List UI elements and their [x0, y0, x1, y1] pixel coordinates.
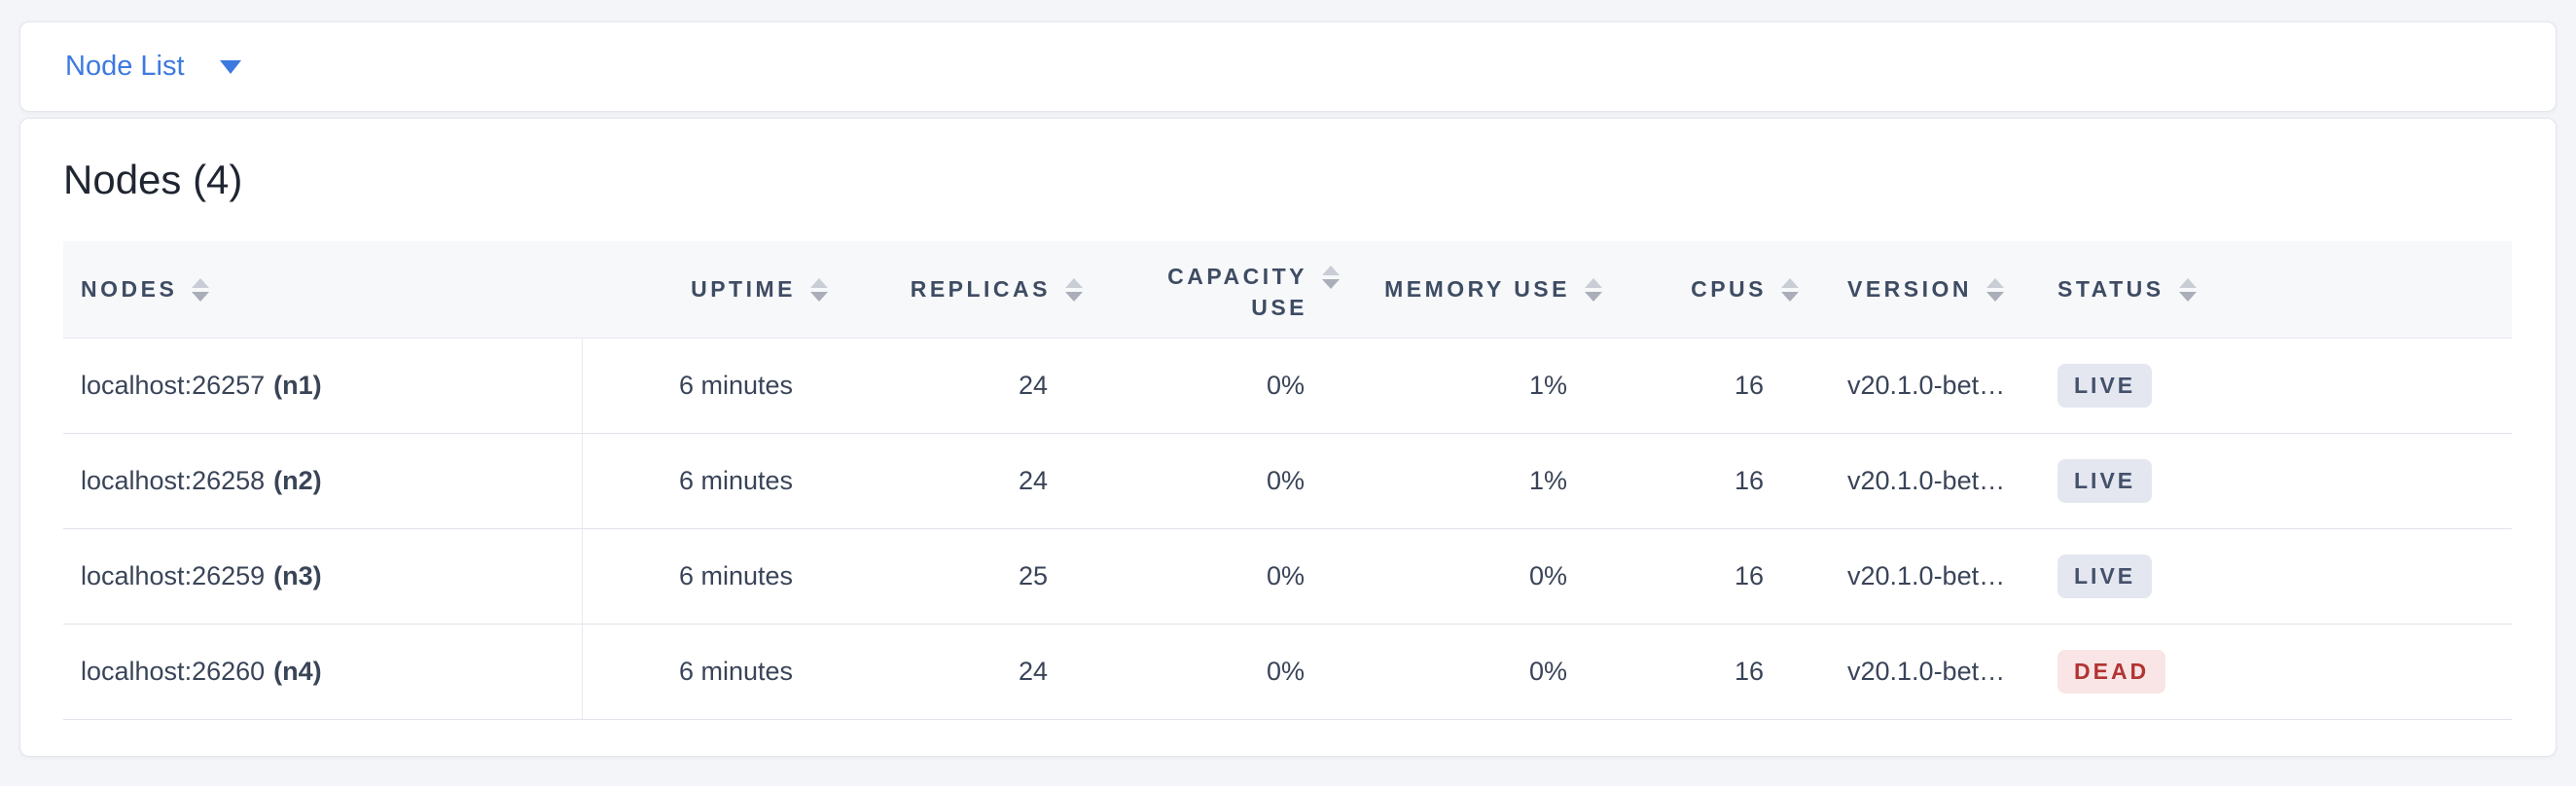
status-cell: LIVE — [2030, 434, 2512, 528]
table-row[interactable]: localhost:26259 (n3) 6 minutes 25 0% 0% … — [63, 529, 2512, 625]
node-address: localhost:26259 — [81, 561, 266, 590]
capacity-use-cell: 0% — [1266, 657, 1305, 686]
sort-icon — [1322, 266, 1340, 289]
sort-icon — [1065, 277, 1083, 302]
replicas-cell: 24 — [1018, 466, 1048, 495]
cpus-cell: 16 — [1734, 371, 1764, 400]
replicas-cell: 24 — [1018, 657, 1048, 686]
node-address-cell[interactable]: localhost:26257 (n1) — [63, 339, 583, 433]
capacity-use-cell: 0% — [1266, 561, 1305, 590]
replicas-cell: 25 — [1018, 561, 1048, 590]
uptime-cell: 6 minutes — [678, 371, 793, 400]
table-row[interactable]: localhost:26257 (n1) 6 minutes 24 0% 1% … — [63, 339, 2512, 434]
column-header-uptime[interactable]: UPTIME — [583, 241, 843, 338]
table-header-row: NODES UPTIME REPLICAS CAPACITY USE MEMOR… — [63, 241, 2512, 339]
status-badge: LIVE — [2057, 459, 2153, 503]
memory-use-cell: 0% — [1528, 561, 1567, 590]
status-badge: DEAD — [2057, 650, 2166, 694]
view-dropdown[interactable]: Node List — [65, 51, 241, 83]
node-address-cell[interactable]: localhost:26260 (n4) — [63, 625, 583, 719]
node-address: localhost:26260 — [81, 657, 266, 686]
sort-icon — [2178, 277, 2197, 302]
node-address-cell[interactable]: localhost:26259 (n3) — [63, 529, 583, 624]
sort-icon — [810, 277, 828, 302]
version-cell: v20.1.0-bet… — [1847, 466, 2006, 495]
column-header-version[interactable]: VERSION — [1814, 241, 2030, 338]
nodes-table: NODES UPTIME REPLICAS CAPACITY USE MEMOR… — [63, 241, 2512, 720]
view-dropdown-label: Node List — [65, 51, 185, 82]
cpus-cell: 16 — [1734, 466, 1764, 495]
sort-icon — [192, 277, 210, 302]
cpus-cell: 16 — [1734, 561, 1764, 590]
capacity-use-cell: 0% — [1266, 371, 1305, 400]
uptime-cell: 6 minutes — [678, 466, 793, 495]
view-switcher-bar: Node List — [19, 21, 2557, 112]
column-header-nodes[interactable]: NODES — [63, 241, 583, 338]
version-cell: v20.1.0-bet… — [1847, 561, 2006, 590]
status-badge: LIVE — [2057, 554, 2153, 598]
chevron-down-icon — [219, 59, 241, 74]
node-address: localhost:26258 — [81, 466, 266, 495]
table-row[interactable]: localhost:26260 (n4) 6 minutes 24 0% 0% … — [63, 625, 2512, 720]
column-header-capacity-use[interactable]: CAPACITY USE — [1098, 241, 1355, 338]
column-header-cpus[interactable]: CPUS — [1618, 241, 1814, 338]
sort-icon — [1986, 277, 2005, 302]
status-cell: DEAD — [2030, 625, 2512, 719]
node-id: (n3) — [273, 561, 322, 590]
capacity-use-cell: 0% — [1266, 466, 1305, 495]
table-row[interactable]: localhost:26258 (n2) 6 minutes 24 0% 1% … — [63, 434, 2512, 529]
cpus-cell: 16 — [1734, 657, 1764, 686]
column-header-status[interactable]: STATUS — [2030, 241, 2512, 338]
status-cell: LIVE — [2030, 529, 2512, 624]
uptime-cell: 6 minutes — [678, 561, 793, 590]
nodes-panel: Nodes (4) NODES UPTIME REPLICAS CAPACITY… — [19, 118, 2557, 757]
node-address: localhost:26257 — [81, 371, 266, 400]
node-id: (n2) — [273, 466, 322, 495]
sort-icon — [1781, 277, 1799, 302]
node-id: (n4) — [273, 657, 322, 686]
uptime-cell: 6 minutes — [678, 657, 793, 686]
node-address-cell[interactable]: localhost:26258 (n2) — [63, 434, 583, 528]
memory-use-cell: 1% — [1528, 371, 1567, 400]
version-cell: v20.1.0-bet… — [1847, 371, 2006, 400]
memory-use-cell: 1% — [1528, 466, 1567, 495]
memory-use-cell: 0% — [1528, 657, 1567, 686]
replicas-cell: 24 — [1018, 371, 1048, 400]
sort-icon — [1585, 277, 1602, 302]
status-badge: LIVE — [2057, 364, 2153, 408]
column-header-replicas[interactable]: REPLICAS — [843, 241, 1098, 338]
page-title: Nodes (4) — [63, 157, 243, 202]
node-id: (n1) — [273, 371, 322, 400]
status-cell: LIVE — [2030, 339, 2512, 433]
column-header-memory-use[interactable]: MEMORY USE — [1355, 241, 1618, 338]
version-cell: v20.1.0-bet… — [1847, 657, 2006, 686]
